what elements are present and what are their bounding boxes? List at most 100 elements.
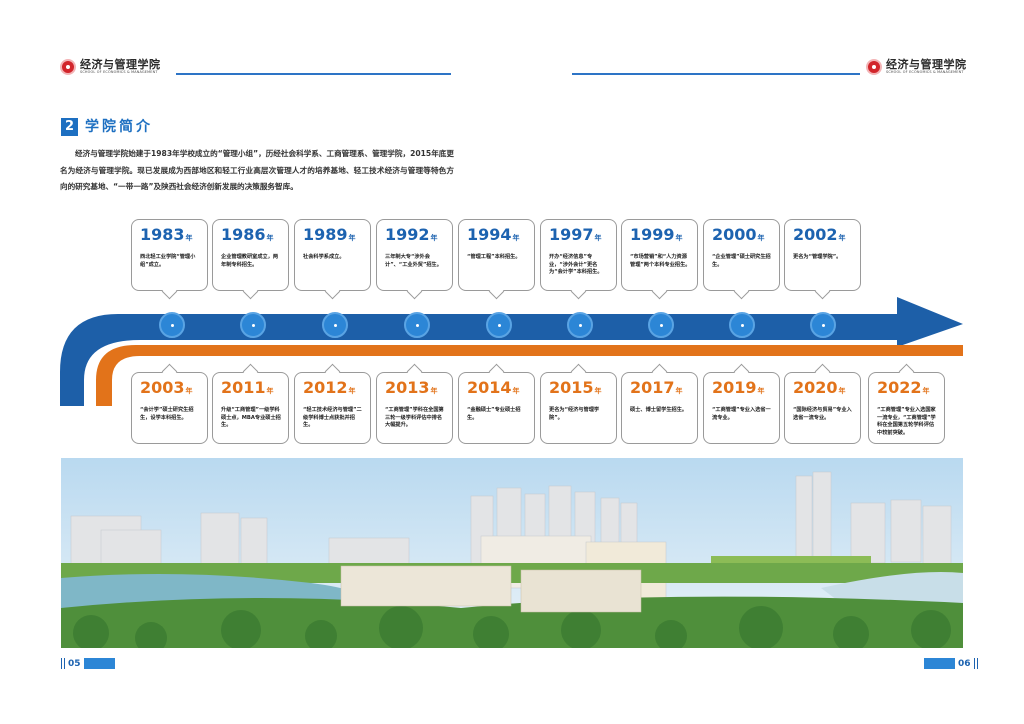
timeline-year-unit: 年 — [675, 234, 683, 242]
timeline-year-unit: 年 — [266, 387, 274, 395]
timeline-node-icon — [486, 312, 512, 338]
timeline-description: 社会科学系成立。 — [303, 254, 345, 260]
timeline-card: 2015年更名为“经济与管理学院”。 — [540, 372, 617, 444]
timeline-year-unit: 年 — [430, 387, 438, 395]
timeline-card: 1999年 “市场营销”和“人力资源管理”两个本科专业招生。 — [621, 219, 698, 291]
timeline-year-unit: 年 — [430, 234, 438, 242]
college-seal-icon — [60, 59, 76, 75]
timeline-year: 2017年 — [630, 379, 691, 400]
timeline-year-unit: 年 — [594, 234, 602, 242]
timeline-year: 1989年 — [303, 226, 364, 247]
timeline-year: 2011年 — [221, 379, 282, 400]
timeline-card: 2002年更名为“管理学院”。 — [784, 219, 861, 291]
timeline-card: 1997年开办“经济信息”专业，“涉外会计”更名为“会计学”本科招生。 — [540, 219, 617, 291]
timeline-year-unit: 年 — [348, 387, 356, 395]
header-rule-right — [572, 73, 860, 75]
timeline-node-icon — [567, 312, 593, 338]
timeline-card: 2017年 硕士、博士留学生招生。 — [621, 372, 698, 444]
timeline-year-value: 2003 — [140, 378, 185, 397]
timeline-node-icon — [810, 312, 836, 338]
timeline-year: 2020年 — [793, 379, 854, 400]
timeline-year-value: 2000 — [712, 225, 757, 244]
timeline-description: “工商管理”专业入选省一流专业。 — [712, 407, 771, 421]
timeline-year-value: 2014 — [467, 378, 512, 397]
timeline-node-icon — [648, 312, 674, 338]
header-rule-left — [176, 73, 451, 75]
timeline-year-unit: 年 — [185, 234, 193, 242]
timeline-card: 1983年 西北轻工业学院“管理小组”成立。 — [131, 219, 208, 291]
timeline-year: 1992年 — [385, 226, 446, 247]
timeline-year-value: 2011 — [221, 378, 266, 397]
timeline-node-icon — [322, 312, 348, 338]
timeline-description: 升级“工商管理”一级学科硕士点，MBA专业硕士招生。 — [221, 407, 281, 429]
timeline-year-unit: 年 — [757, 387, 765, 395]
timeline-card: 2014年 “金融硕士”专业硕士招生。 — [458, 372, 535, 444]
timeline-year-value: 1997 — [549, 225, 594, 244]
timeline-description: “会计学”硕士研究生招生，设学本科招生。 — [140, 407, 194, 421]
timeline-year: 2002年 — [793, 226, 854, 247]
timeline-description: “工商管理”专业入选国家一流专业，“工商管理”学科在全国第五轮学科评估中较前突破… — [877, 407, 936, 436]
timeline-year-value: 1999 — [630, 225, 675, 244]
timeline-year-value: 2017 — [630, 378, 675, 397]
timeline-year: 2015年 — [549, 379, 610, 400]
timeline-card: 1992年 三年制大专“涉外会计”、“工业外贸”招生。 — [376, 219, 453, 291]
campus-photo — [61, 458, 963, 648]
section-title: 学院简介 — [85, 119, 153, 135]
timeline-year: 1999年 — [630, 226, 691, 247]
page-marker-bars-icon — [973, 658, 978, 669]
timeline-card: 2013年 “工商管理”学科在全国第三轮一级学科评估中排名大幅提升。 — [376, 372, 453, 444]
timeline-year-unit: 年 — [512, 234, 520, 242]
timeline-year: 2003年 — [140, 379, 201, 400]
timeline-card: 2019年 “工商管理”专业入选省一流专业。 — [703, 372, 780, 444]
timeline-node-icon — [404, 312, 430, 338]
timeline-year: 2022年 — [877, 379, 938, 400]
page-marker-bars-icon — [61, 658, 65, 669]
timeline-year: 1983年 — [140, 226, 201, 247]
timeline-year-value: 2012 — [303, 378, 348, 397]
intro-paragraph: 经济与管理学院始建于1983年学校成立的“管理小组”，历经社会科学系、工商管理系… — [60, 149, 454, 191]
timeline-year-unit: 年 — [512, 387, 520, 395]
timeline-node-icon — [729, 312, 755, 338]
timeline-year-unit: 年 — [838, 387, 846, 395]
page-marker-bar-icon — [83, 658, 115, 669]
timeline-node-icon — [240, 312, 266, 338]
timeline-year-unit: 年 — [675, 387, 683, 395]
logo-en-text: SCHOOL OF ECONOMICS & MANAGEMENT — [886, 70, 964, 75]
timeline-node-icon — [159, 312, 185, 338]
timeline-year: 2012年 — [303, 379, 364, 400]
timeline-year: 2013年 — [385, 379, 446, 400]
timeline-description: “轻工技术经济与管理”二级学科博士点获批并招生。 — [303, 407, 362, 429]
timeline-card: 2003年 “会计学”硕士研究生招生，设学本科招生。 — [131, 372, 208, 444]
page-marker-bar-icon — [924, 658, 955, 669]
timeline-year-value: 2013 — [385, 378, 430, 397]
logo-left: 经济与管理学院 SCHOOL OF ECONOMICS & MANAGEMENT — [60, 59, 161, 75]
timeline-description: “企业管理”硕士研究生招生。 — [712, 254, 771, 268]
timeline-year-value: 1992 — [385, 225, 430, 244]
timeline-year-unit: 年 — [838, 234, 846, 242]
timeline-description: 开办“经济信息”专业，“涉外会计”更名为“会计学”本科招生。 — [549, 254, 603, 276]
timeline-year-value: 2022 — [877, 378, 922, 397]
timeline-card: 2000年 “企业管理”硕士研究生招生。 — [703, 219, 780, 291]
page-number-right: 06 — [924, 658, 978, 669]
timeline-description: 更名为“经济与管理学院”。 — [549, 407, 600, 421]
timeline-card: 2022年 “工商管理”专业入选国家一流专业，“工商管理”学科在全国第五轮学科评估… — [868, 372, 945, 444]
timeline-year-value: 2015 — [549, 378, 594, 397]
timeline-year-unit: 年 — [185, 387, 193, 395]
timeline-year-value: 1986 — [221, 225, 266, 244]
timeline-card: 2020年 “国际经济与贸易”专业入选省一流专业。 — [784, 372, 861, 444]
timeline-year-value: 1989 — [303, 225, 348, 244]
logo-right: 经济与管理学院 SCHOOL OF ECONOMICS & MANAGEMENT — [866, 59, 967, 75]
timeline-card: 1986年 企业管理教研室成立，两年制专科招生。 — [212, 219, 289, 291]
page-number-left-text: 05 — [68, 658, 81, 669]
section-number-badge: 2 — [61, 118, 78, 136]
timeline-year: 2014年 — [467, 379, 528, 400]
timeline-description: 更名为“管理学院”。 — [793, 254, 842, 260]
timeline-year-value: 2019 — [712, 378, 757, 397]
timeline-description: 企业管理教研室成立，两年制专科招生。 — [221, 254, 279, 268]
college-seal-icon — [866, 59, 882, 75]
timeline-year-value: 2002 — [793, 225, 838, 244]
timeline-year: 2000年 — [712, 226, 773, 247]
logo-cn-text: 经济与管理学院 — [886, 58, 967, 72]
timeline-card: 2011年升级“工商管理”一级学科硕士点，MBA专业硕士招生。 — [212, 372, 289, 444]
timeline-card: 1989年社会科学系成立。 — [294, 219, 371, 291]
